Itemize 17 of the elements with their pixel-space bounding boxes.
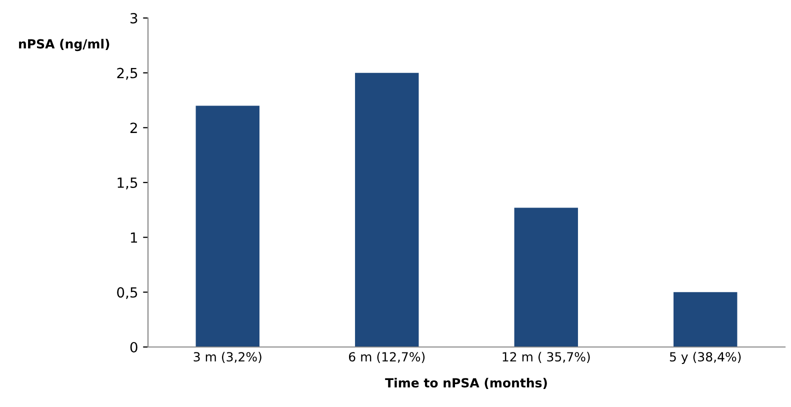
- x-tick-label: 12 m ( 35,7%): [502, 352, 590, 364]
- y-tick-label: 0,5: [117, 287, 138, 300]
- y-tick-label: 0: [130, 342, 138, 352]
- bar: [355, 72, 419, 347]
- bar: [196, 106, 260, 347]
- bar: [514, 208, 578, 347]
- y-tick-label: 1: [130, 232, 137, 243]
- y-tick-label: 2: [130, 122, 137, 133]
- y-tick-label: 1,5: [118, 178, 138, 190]
- y-axis-title: nPSA (ng/ml): [19, 38, 110, 52]
- x-tick-label: 6 m (12,7%): [348, 352, 425, 364]
- y-tick-label: 2,5: [117, 68, 138, 80]
- x-axis-title: Time to nPSA (months): [385, 378, 547, 389]
- x-tick-label: 3 m (3,2%): [194, 352, 262, 364]
- y-tick-label: 3: [130, 12, 138, 24]
- bar: [674, 292, 738, 347]
- x-tick-label: 5 y (38,4%): [670, 352, 741, 364]
